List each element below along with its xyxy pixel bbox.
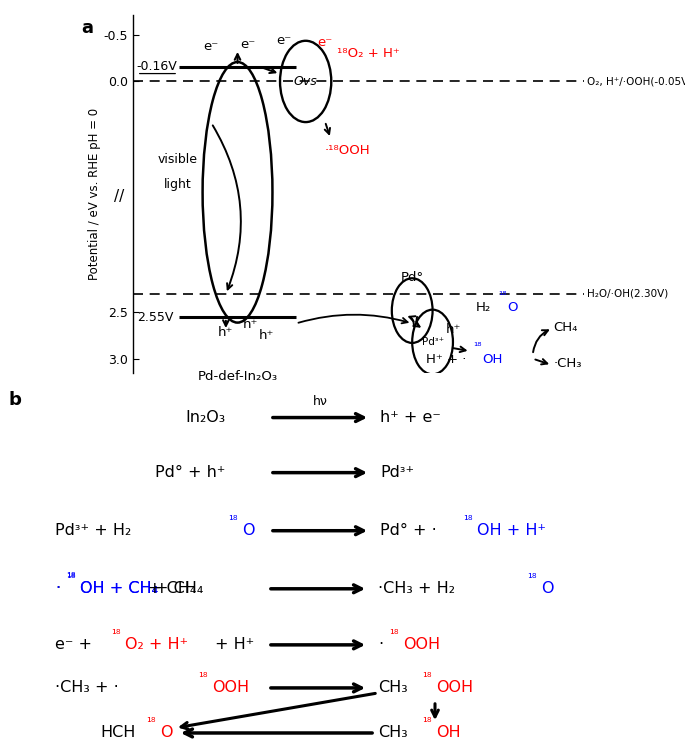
Text: OOH: OOH: [436, 680, 473, 695]
Text: h⁺: h⁺: [259, 329, 274, 342]
Text: ·CH₃ + ·: ·CH₃ + ·: [55, 680, 119, 695]
Text: ¹⁸: ¹⁸: [422, 717, 432, 729]
Text: ¹⁸: ¹⁸: [389, 628, 399, 641]
Text: h⁺: h⁺: [445, 323, 460, 335]
Y-axis label: Potential / eV vs. RHE pH = 0: Potential / eV vs. RHE pH = 0: [88, 107, 101, 280]
Text: OH + H⁺: OH + H⁺: [477, 523, 546, 538]
Text: Pdᶟ⁺: Pdᶟ⁺: [421, 337, 444, 347]
Text: O₂ + H⁺: O₂ + H⁺: [125, 638, 188, 653]
Text: e⁻: e⁻: [317, 36, 332, 49]
Text: ¹⁸: ¹⁸: [422, 671, 432, 685]
Text: Pd° + h⁺: Pd° + h⁺: [155, 465, 225, 480]
Text: //: //: [114, 189, 125, 204]
Text: e⁻ +: e⁻ +: [55, 638, 97, 653]
Text: light: light: [164, 178, 191, 191]
Text: -0.16V: -0.16V: [137, 60, 177, 73]
Text: hν: hν: [312, 395, 327, 408]
Text: ·CH₃ + H₂: ·CH₃ + H₂: [378, 581, 455, 596]
Text: OH: OH: [436, 726, 460, 741]
Text: Pd°: Pd°: [401, 271, 424, 284]
Text: HCH: HCH: [100, 726, 136, 741]
Text: ¹⁸O₂ + H⁺: ¹⁸O₂ + H⁺: [336, 47, 399, 60]
Text: CH₃: CH₃: [378, 680, 408, 695]
Text: Pdᶟ⁺: Pdᶟ⁺: [380, 465, 414, 480]
Text: CH₃: CH₃: [378, 726, 408, 741]
Text: ¹⁸: ¹⁸: [111, 628, 121, 641]
Text: H₂: H₂: [476, 301, 492, 314]
Text: ¹⁸: ¹⁸: [463, 514, 473, 527]
Text: b: b: [8, 390, 21, 408]
Text: visible: visible: [158, 153, 197, 166]
Text: Pd° + ·: Pd° + ·: [380, 523, 437, 538]
Text: OOH: OOH: [403, 638, 440, 653]
Text: ¹⁸: ¹⁸: [473, 342, 482, 352]
Text: Ovs: Ovs: [294, 75, 318, 88]
Text: OH + CH₄: OH + CH₄: [80, 581, 158, 596]
Text: ¹⁸: ¹⁸: [498, 291, 506, 301]
Text: h⁺ + e⁻: h⁺ + e⁻: [380, 410, 441, 425]
Text: In₂O₃: In₂O₃: [185, 410, 225, 425]
Text: O: O: [242, 523, 255, 538]
Text: ¹⁸: ¹⁸: [146, 717, 155, 729]
Text: CH₄: CH₄: [553, 320, 578, 334]
Text: ·: ·: [55, 581, 60, 596]
Text: a: a: [82, 19, 93, 37]
Text: O: O: [160, 726, 173, 741]
Text: e⁻: e⁻: [277, 34, 292, 47]
Text: h⁺: h⁺: [243, 318, 259, 331]
Text: ·¹⁸OOH: ·¹⁸OOH: [325, 145, 371, 157]
Text: H₂O/·OH(2.30V): H₂O/·OH(2.30V): [587, 289, 668, 299]
Text: ¹⁸: ¹⁸: [66, 571, 75, 584]
Text: ¹⁸: ¹⁸: [66, 572, 75, 586]
Text: Pd-def-In₂O₃: Pd-def-In₂O₃: [197, 370, 277, 383]
Text: e⁻: e⁻: [203, 39, 219, 53]
Text: O₂, H⁺/·OOH(-0.05V): O₂, H⁺/·OOH(-0.05V): [587, 77, 685, 86]
Text: ¹⁸: ¹⁸: [228, 514, 238, 527]
Text: H⁺ + ·: H⁺ + ·: [425, 353, 466, 366]
Text: Pdᶟ⁺ + H₂: Pdᶟ⁺ + H₂: [55, 523, 132, 538]
Text: OH: OH: [482, 353, 502, 366]
Text: h⁺: h⁺: [219, 326, 234, 339]
Text: e⁻: e⁻: [240, 38, 255, 51]
Text: + CH₄: + CH₄: [148, 581, 197, 596]
Text: ·: ·: [55, 581, 60, 596]
Text: + CH₄: + CH₄: [155, 581, 203, 596]
Text: O: O: [507, 301, 518, 314]
Text: ·: ·: [378, 638, 383, 653]
Text: 2.55V: 2.55V: [137, 311, 173, 323]
Text: OOH: OOH: [212, 680, 249, 695]
Text: ·CH₃: ·CH₃: [553, 357, 582, 370]
Text: OH + CH₄: OH + CH₄: [80, 581, 158, 596]
Text: O: O: [541, 581, 553, 596]
Text: ¹⁸: ¹⁸: [527, 572, 536, 586]
Text: ¹⁸: ¹⁸: [198, 671, 208, 685]
Text: + H⁺: + H⁺: [215, 638, 254, 653]
